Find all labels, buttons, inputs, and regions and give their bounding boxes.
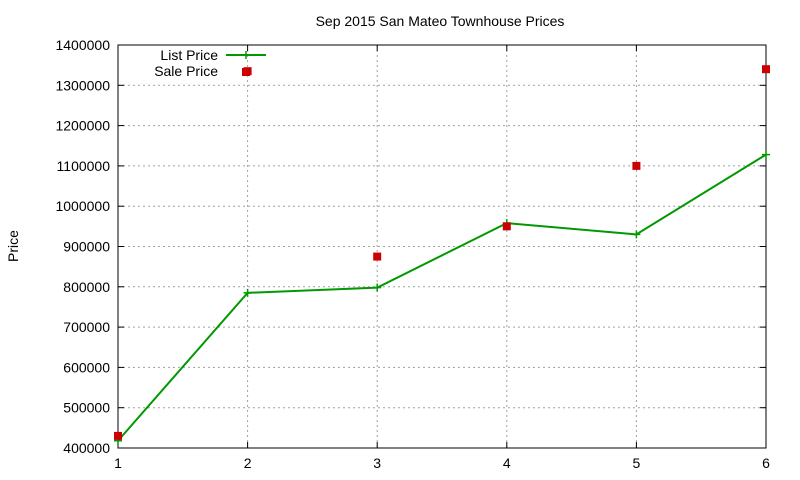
list-price-point [762, 150, 770, 159]
y-tick-label: 400000 [63, 440, 110, 456]
legend-sale-marker [242, 68, 250, 76]
y-axis-label: Price [5, 230, 21, 262]
y-tick-label: 500000 [63, 400, 110, 416]
x-tick-label: 6 [762, 455, 770, 471]
x-tick-label: 5 [633, 455, 641, 471]
list-price-point [243, 288, 252, 297]
y-tick-label: 1300000 [55, 77, 110, 93]
y-tick-label: 1400000 [55, 37, 110, 53]
y-tick-label: 600000 [63, 359, 110, 375]
list-price-point [632, 230, 641, 239]
y-tick-label: 1100000 [57, 158, 111, 174]
chart-title: Sep 2015 San Mateo Townhouse Prices [316, 13, 565, 29]
sale-price-point [762, 65, 770, 74]
sale-price-point [502, 222, 511, 231]
legend-label: Sale Price [154, 63, 218, 79]
axes: 400000 500000 600000 700000 800000 900000 1000… [55, 37, 770, 471]
x-tick-label: 1 [114, 455, 122, 471]
sale-price-point [632, 161, 641, 170]
legend-label: List Price [160, 47, 218, 63]
legend-list-marker [242, 51, 250, 59]
grid-lines [118, 45, 766, 448]
y-tick-label: 900000 [63, 239, 110, 255]
x-tick-label: 4 [503, 455, 511, 471]
sale-price-point [373, 252, 382, 261]
y-tick-label: 700000 [63, 319, 110, 335]
y-tick-label: 800000 [63, 279, 110, 295]
y-tick-label: 1200000 [55, 118, 110, 134]
x-tick-label: 3 [373, 455, 381, 471]
x-tick-label: 2 [244, 455, 252, 471]
list-price-line [117, 153, 767, 442]
list-price-point [373, 283, 382, 292]
sale-price-point [114, 431, 122, 440]
y-tick-label: 1000000 [55, 198, 110, 214]
series [114, 65, 770, 445]
